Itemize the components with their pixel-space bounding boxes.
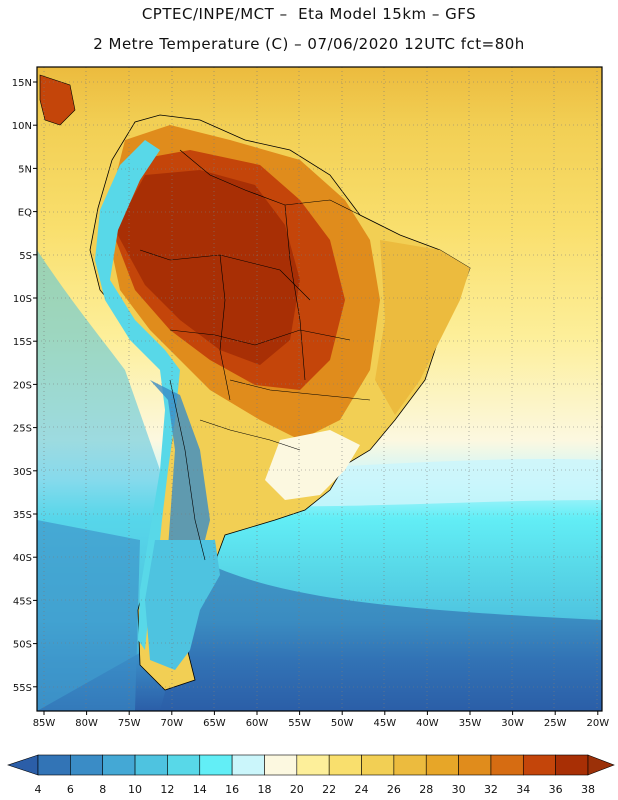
colorbar-level-label: 34 — [516, 783, 531, 796]
colorbar — [7, 754, 615, 776]
colorbar-min-arrow — [7, 754, 39, 776]
colorbar-level-label: 10 — [128, 783, 143, 796]
colorbar-level-label: 4 — [34, 783, 42, 796]
colorbar-level-label: 24 — [354, 783, 369, 796]
lon-label: 20W — [586, 718, 609, 729]
colorbar-swatch — [522, 754, 556, 776]
colorbar-swatch — [264, 754, 298, 776]
ne-coast-zone — [375, 240, 470, 415]
colorbar-level-label: 26 — [386, 783, 401, 796]
central-america-land — [39, 74, 76, 126]
lat-label: 10S — [13, 294, 32, 305]
colorbar-swatch — [296, 754, 330, 776]
andes-cold-strip — [95, 140, 180, 650]
colorbar-level-label: 28 — [419, 783, 434, 796]
colorbar-swatch — [425, 754, 459, 776]
map-field — [37, 67, 602, 711]
colorbar-swatch — [458, 754, 492, 776]
lon-label: 40W — [416, 718, 439, 729]
lat-label: 5S — [19, 251, 32, 262]
graticule — [37, 67, 602, 711]
lon-label: 60W — [246, 718, 269, 729]
colorbar-level-label: 20 — [289, 783, 304, 796]
colorbar-swatch — [555, 754, 589, 776]
lon-label: 30W — [501, 718, 524, 729]
map-frame — [36, 66, 603, 712]
colorbar-swatch — [199, 754, 233, 776]
patagonia-cool-zone — [145, 540, 220, 670]
colorbar-level-label: 32 — [483, 783, 498, 796]
title-line-1: CPTEC/INPE/MCT – Eta Model 15km – GFS — [141, 5, 477, 23]
colorbar-swatch — [167, 754, 201, 776]
colorbar-level-label: 14 — [192, 783, 207, 796]
atlantic-cold-zone — [160, 560, 602, 711]
lat-label: 25S — [13, 424, 32, 435]
lat-label: 15N — [12, 78, 32, 89]
title-line-2: 2 Metre Temperature (C) – 07/06/2020 12U… — [93, 35, 525, 53]
uruguay-mild-zone — [265, 430, 360, 500]
lon-label: 35W — [459, 718, 482, 729]
lon-label: 50W — [331, 718, 354, 729]
lon-label: 25W — [544, 718, 567, 729]
colorbar-swatch — [328, 754, 362, 776]
lat-label: 5N — [18, 164, 32, 175]
lat-label: 20S — [13, 380, 32, 391]
colorbar-level-label: 8 — [99, 783, 107, 796]
colorbar-level-label: 38 — [581, 783, 595, 796]
longitude-labels: 85W 80W 75W 70W 65W 60W 55W 50W 45W 40W 35W 30W 25W 2… — [33, 711, 609, 729]
lat-label: 55S — [13, 683, 32, 694]
lon-label: 75W — [118, 718, 141, 729]
colorbar-max-arrow — [587, 754, 615, 776]
lat-label: 10N — [12, 121, 32, 132]
country-borders — [139, 149, 371, 561]
colorbar-swatch — [490, 754, 524, 776]
lon-label: 65W — [203, 718, 226, 729]
colorbar-swatch — [70, 754, 104, 776]
lat-label: 40S — [13, 553, 32, 564]
latitude-labels: 15N 10N 5N EQ 5S 10S 15S 20S 25S 30S 35S 40S 45S 50S 5… — [12, 78, 37, 694]
colorbar-level-label: 18 — [257, 783, 272, 796]
colorbar-level-label: 30 — [451, 783, 466, 796]
lon-label: 55W — [288, 718, 311, 729]
colorbar-level-label: 22 — [322, 783, 337, 796]
lon-label: 70W — [160, 718, 183, 729]
lat-label: EQ — [18, 208, 32, 219]
hottest-amazon-core — [115, 170, 300, 365]
lat-label: 30S — [13, 467, 32, 478]
colorbar-level-label: 16 — [225, 783, 240, 796]
colorbar-level-label: 12 — [160, 783, 175, 796]
colorbar-swatch — [231, 754, 265, 776]
colorbar-level-label: 36 — [548, 783, 563, 796]
lat-label: 35S — [13, 510, 32, 521]
colorbar-swatch — [393, 754, 427, 776]
lon-label: 85W — [33, 718, 56, 729]
colorbar-swatch — [134, 754, 168, 776]
lat-label: 15S — [13, 337, 32, 348]
lat-label: 45S — [13, 596, 32, 607]
colorbar-swatch — [361, 754, 395, 776]
colorbar-swatch — [102, 754, 136, 776]
pacific-cold-zone — [37, 520, 140, 711]
lon-label: 45W — [373, 718, 396, 729]
lat-label: 50S — [13, 640, 32, 651]
colorbar-swatch — [37, 754, 71, 776]
lon-label: 80W — [75, 718, 98, 729]
colorbar-level-label: 6 — [66, 783, 74, 796]
